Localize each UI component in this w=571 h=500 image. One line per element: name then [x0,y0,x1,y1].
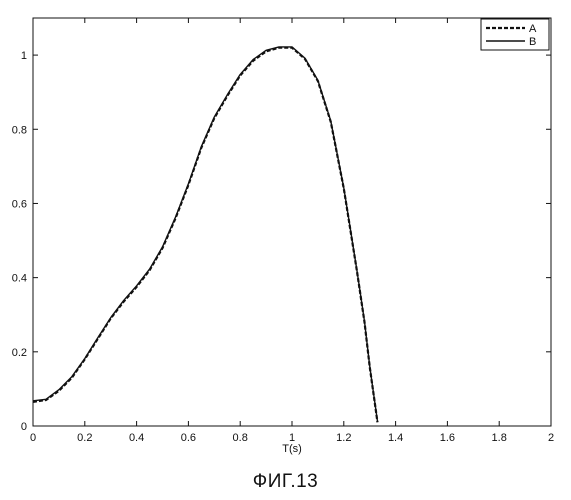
y-tick-label: 1 [21,50,27,62]
y-tick-label: 0.8 [12,124,27,136]
figure-caption: ФИГ.13 [0,471,571,493]
x-tick-label: 1.8 [492,432,507,444]
x-tick-label: 0.4 [129,432,144,444]
x-tick-label: 0.6 [181,432,196,444]
legend: AB [481,19,549,50]
y-tick-label: 0.2 [12,347,27,359]
x-tick-label: 1.4 [388,432,403,444]
line-chart: 0 0.2 0.4 0.6 0.8 1 1.2 1.4 1.6 1.8 2 0 0.2 0.4 0.6 0.8… [0,0,571,470]
x-tick-label: 0.8 [233,432,248,444]
legend-label-b: B [529,36,536,48]
x-tick-label: 0 [30,432,36,444]
y-tick-label: 0.4 [12,273,27,285]
x-tick-label: 2 [548,432,554,444]
legend-label-a: A [529,23,537,35]
y-tick-label: 0.6 [12,198,27,210]
legend-box [481,19,549,50]
x-tick-label: 1.6 [440,432,455,444]
x-axis-label: T(s) [282,443,302,455]
x-tick-label: 0.2 [77,432,92,444]
x-tick-label: 1.2 [336,432,351,444]
plot-area [33,18,551,426]
y-tick-label: 0 [21,421,27,433]
